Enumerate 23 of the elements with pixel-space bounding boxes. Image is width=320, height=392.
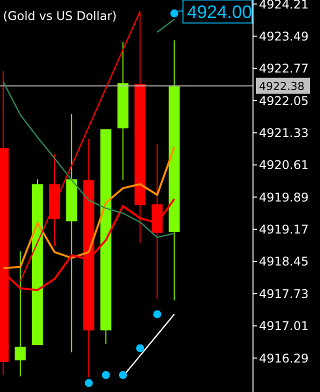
point [102,371,110,380]
line-series [2,81,175,238]
line-series [2,146,176,270]
y-tick-label: 4916.29 [259,351,309,366]
text: (Gold vs US Dollar) [3,9,117,23]
y-tick-label: 4918.45 [259,254,309,269]
y-tick-label: 4921.33 [259,126,309,140]
point [84,379,93,388]
point [170,9,178,18]
point [118,371,127,380]
y-tick-label: 4922.05 [259,94,309,108]
y-tick-label: 4923.49 [259,29,309,44]
text: 4924.00 [187,2,252,22]
y-tick-label: 4920.61 [259,158,309,172]
y-tick-label: 4919.17 [259,222,309,237]
point [153,310,162,318]
point [136,344,144,352]
y-tick-label: 4917.01 [259,319,309,334]
y-tick-label: 4922.77 [259,62,309,76]
y-tick-label: 4919.89 [259,190,309,204]
candlestick [14,250,26,377]
ref-line-label: 4922.38 [259,80,304,93]
y-tick-label: 4917.73 [259,286,309,301]
